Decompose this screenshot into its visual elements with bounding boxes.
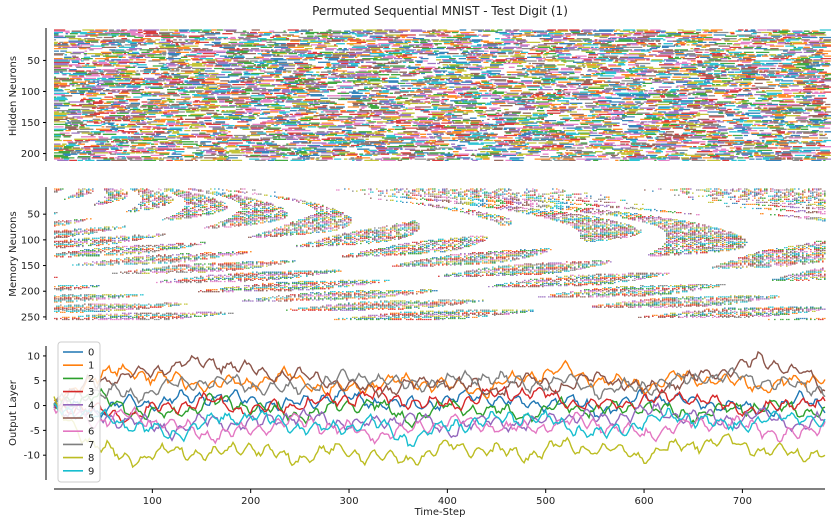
series-line-8 [53,396,826,469]
legend-label-3: 3 [88,387,94,398]
hidden-y-ticks: 50 100 150 200 [21,56,46,160]
figure-title: Permuted Sequential MNIST - Test Digit (… [312,4,568,18]
output-x-tick-label-700: 700 [733,496,752,507]
legend-label-4: 4 [88,400,94,411]
legend-label-6: 6 [88,427,94,438]
hidden-spikes-1 [54,29,831,162]
hidden-y-tick-label-50: 50 [27,56,40,67]
output-y-ticks: 10 5 0 -5 -10 [24,351,46,462]
hidden-y-tick-label-100: 100 [21,87,40,98]
memory-y-tick-label-200: 200 [21,287,40,298]
output-x-tick-label-500: 500 [536,496,555,507]
memory-y-tick-label-250: 250 [21,312,40,323]
memory-spikes-8 [70,188,826,319]
memory-spikes-6 [68,188,826,321]
legend-box [57,341,101,483]
output-x-tick-label-300: 300 [339,496,358,507]
hidden-spikes-8 [54,29,831,162]
hidden-spikes-0 [54,29,831,162]
hidden-spikes-9 [54,29,831,162]
memory-y-ticks: 50 100 150 200 250 [21,210,46,323]
legend-label-7: 7 [88,440,94,451]
memory-spikes-3 [54,188,826,321]
output-x-tick-label-200: 200 [241,496,260,507]
memory-ylabel: Memory Neurons [8,211,19,296]
output-x-ticks: 100 200 300 400 500 600 700 [143,489,752,507]
memory-panel: 50 100 150 200 250 Memory Neurons [8,187,826,323]
hidden-spikes-2 [54,29,831,162]
hidden-y-tick-label-200: 200 [21,149,40,160]
memory-y-tick-label-100: 100 [21,235,40,246]
memory-y-tick-label-150: 150 [21,261,40,272]
output-lines [53,350,826,469]
legend-label-9: 9 [88,466,94,477]
series-line-2 [53,387,826,429]
series-line-1 [53,359,826,404]
legend-label-1: 1 [88,361,94,372]
series-line-5 [53,350,826,411]
hidden-raster [54,29,831,162]
memory-spikes-4 [60,188,826,321]
memory-y-tick-label-50: 50 [27,210,40,221]
hidden-spikes-7 [54,29,831,162]
output-y-tick-label--5: -5 [30,426,40,437]
memory-spikes-1 [54,188,826,321]
hidden-spikes-4 [54,29,831,162]
output-x-tick-label-400: 400 [438,496,457,507]
output-y-tick-label-0: 0 [34,401,40,412]
series-line-6 [53,399,826,445]
hidden-spikes-6 [54,29,831,162]
output-y-tick-label-10: 10 [27,351,40,362]
output-xlabel: Time-Step [414,507,466,518]
memory-spikes-7 [54,188,826,321]
memory-raster [54,188,826,321]
series-line-7 [53,366,826,405]
hidden-panel: 50 100 150 200 Hidden Neurons [8,28,831,162]
hidden-spikes-3 [54,29,831,162]
series-line-9 [53,403,826,447]
hidden-y-tick-label-150: 150 [21,118,40,129]
output-y-tick-label--10: -10 [24,451,40,462]
memory-spikes-2 [60,188,826,321]
output-x-tick-label-600: 600 [635,496,654,507]
output-x-tick-label-100: 100 [143,496,162,507]
legend-label-0: 0 [88,348,94,359]
output-ylabel: Output Layer [8,379,19,446]
hidden-ylabel: Hidden Neurons [8,56,19,136]
legend-label-5: 5 [88,414,94,425]
legend-label-8: 8 [88,453,94,464]
memory-spikes-0 [72,188,826,320]
series-line-0 [53,387,826,419]
output-y-tick-label-5: 5 [34,376,40,387]
hidden-spikes-5 [54,29,831,162]
legend: 0 1 2 3 4 5 6 7 8 9 [57,341,101,483]
memory-spikes-9 [54,188,826,320]
series-line-3 [53,385,826,424]
legend-label-2: 2 [88,374,94,385]
memory-spikes-5 [54,188,826,321]
